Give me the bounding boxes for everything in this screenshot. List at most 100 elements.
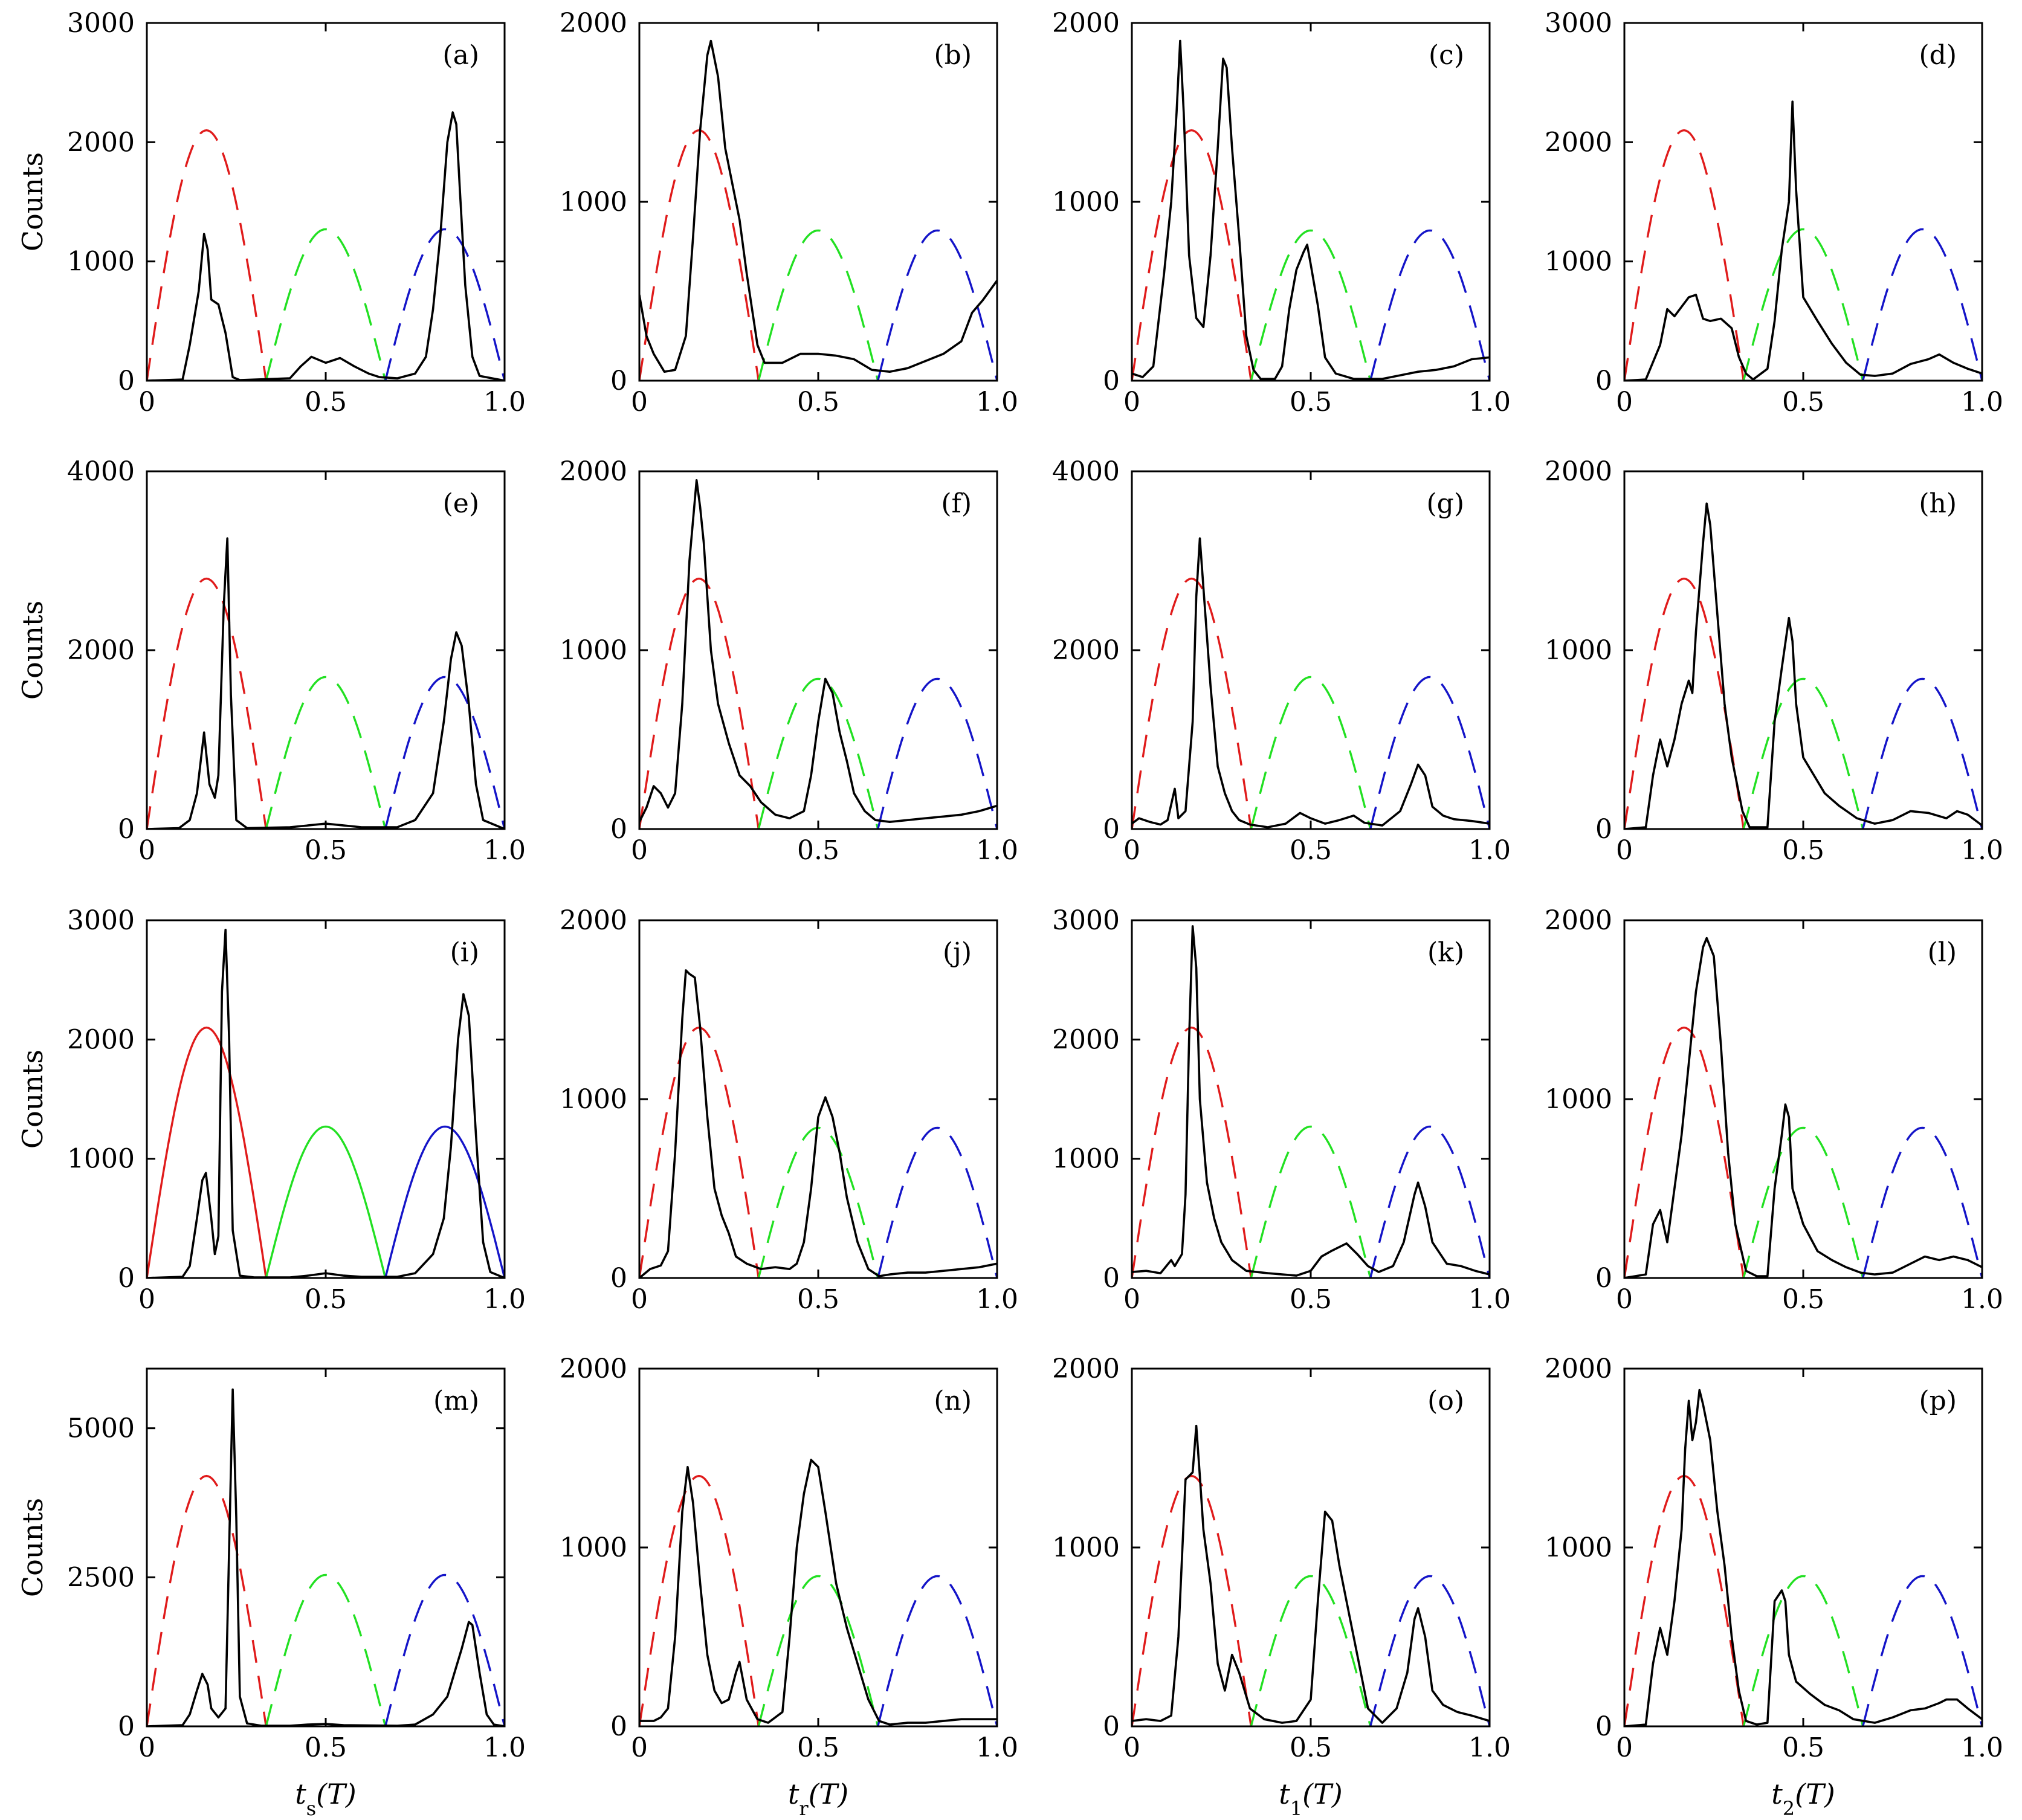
- x-tick-label: 0: [631, 1284, 648, 1315]
- plot-frame: [1623, 1367, 1983, 1728]
- envelope-peak1: [147, 1474, 267, 1726]
- x-tick-label: 0: [1616, 1732, 1633, 1763]
- envelope-peak1: [639, 1474, 760, 1726]
- envelope-peak1: [1132, 1474, 1252, 1726]
- x-tick-label: 0: [138, 1284, 155, 1315]
- y-tick-label: 0: [1103, 814, 1120, 845]
- envelope-peak2: [265, 676, 387, 829]
- y-tick-label: 0: [610, 814, 627, 845]
- panel-h: 0 0.5 1.0 0 1000 2000 (h): [1545, 456, 2003, 866]
- x-tick-label: 0: [631, 1732, 648, 1763]
- envelope-peak2: [757, 229, 879, 381]
- x-tick-label: 1.0: [976, 835, 1018, 866]
- plot-frame: [638, 22, 998, 382]
- y-axis-label: Counts: [16, 601, 49, 700]
- plot-frame: [146, 470, 506, 830]
- measured-curve: [1132, 925, 1490, 1277]
- envelope-peak2: [265, 1125, 387, 1278]
- y-tick-label: 0: [118, 1263, 135, 1294]
- panel-a: 0 0.5 1.0 0 1000 2000 3000 (a) Counts: [16, 8, 526, 418]
- y-tick-label: 1000: [560, 187, 627, 218]
- x-axis-label-suffix: (T): [1795, 1778, 1835, 1810]
- x-axis-label-base: t: [1771, 1778, 1783, 1810]
- panel-label: (l): [1928, 937, 1957, 968]
- plot-frame: [1131, 22, 1491, 382]
- panel-k: 0 0.5 1.0 0 1000 2000 3000 (k): [1052, 905, 1511, 1315]
- x-tick-label: 0: [1123, 1284, 1140, 1315]
- envelope-peak3: [1862, 1575, 1982, 1726]
- measured-curve: [1624, 937, 1982, 1278]
- x-axis-label-base: t: [1279, 1778, 1290, 1810]
- y-tick-label: 1000: [560, 635, 627, 666]
- x-axis-label: ts(T): [295, 1778, 357, 1820]
- panel-d: 0 0.5 1.0 0 1000 2000 3000 (d): [1545, 8, 2003, 418]
- x-tick-label: 0.5: [305, 1284, 347, 1315]
- y-tick-label: 2000: [1545, 905, 1612, 936]
- x-tick-label: 0.5: [1782, 1732, 1824, 1763]
- x-tick-label: 1.0: [1961, 1284, 2003, 1315]
- x-tick-label: 0.5: [1290, 835, 1332, 866]
- x-tick-label: 0.5: [797, 1732, 839, 1763]
- envelope-peak1: [1132, 129, 1252, 381]
- panel-g: 0 0.5 1.0 0 2000 4000 (g): [1052, 456, 1511, 866]
- measured-curve: [147, 537, 505, 829]
- x-tick-label: 0.5: [1782, 835, 1824, 866]
- plot-frame: [1131, 919, 1491, 1279]
- envelope-peak3: [1862, 677, 1982, 829]
- panel-label: (i): [450, 937, 479, 968]
- y-tick-label: 2500: [67, 1562, 135, 1593]
- envelope-peak1: [1624, 577, 1745, 829]
- x-tick-label: 1.0: [1961, 835, 2003, 866]
- envelope-peak2: [1742, 1575, 1864, 1726]
- y-tick-label: 1000: [67, 1144, 135, 1175]
- y-tick-label: 0: [1595, 1263, 1612, 1294]
- plot-frame: [146, 919, 506, 1279]
- measured-curve: [1132, 1424, 1490, 1724]
- x-tick-label: 0.5: [1290, 1284, 1332, 1315]
- measured-curve: [639, 1459, 997, 1726]
- x-tick-label: 0.5: [1290, 1732, 1332, 1763]
- envelope-peak3: [384, 1125, 505, 1278]
- envelope-peak2: [1250, 229, 1372, 381]
- panel-label: (m): [433, 1386, 479, 1416]
- y-tick-label: 2000: [1545, 127, 1612, 158]
- measured-curve: [1624, 1389, 1982, 1726]
- plot-frame: [1623, 22, 1983, 382]
- envelope-peak2: [1250, 676, 1372, 829]
- envelope-peak3: [384, 1573, 505, 1726]
- envelope-peak3: [877, 1126, 997, 1278]
- y-tick-label: 2000: [1545, 456, 1612, 487]
- measured-curve: [1624, 502, 1982, 829]
- y-tick-label: 1000: [1545, 1084, 1612, 1115]
- x-tick-label: 0: [631, 387, 648, 418]
- x-tick-label: 0.5: [797, 387, 839, 418]
- panel-e: 0 0.5 1.0 0 2000 4000 (e) Counts: [16, 456, 526, 866]
- x-tick-label: 1.0: [1468, 835, 1511, 866]
- y-tick-label: 2000: [1052, 1354, 1120, 1384]
- x-axis-label: tr(T): [788, 1778, 848, 1820]
- panel-label: (k): [1427, 937, 1464, 968]
- y-tick-label: 0: [1595, 366, 1612, 396]
- envelope-peak1: [639, 129, 760, 381]
- envelope-peak2: [757, 677, 879, 829]
- y-tick-label: 0: [1595, 1711, 1612, 1742]
- envelope-peak3: [1862, 1126, 1982, 1278]
- x-axis-label-base: t: [295, 1778, 306, 1810]
- x-tick-label: 0.5: [1782, 387, 1824, 418]
- x-tick-label: 0.5: [305, 1732, 347, 1763]
- measured-curve: [1132, 537, 1490, 828]
- panel-label: (f): [941, 488, 972, 519]
- y-tick-label: 1000: [1545, 247, 1612, 277]
- y-tick-label: 4000: [67, 456, 135, 487]
- x-tick-label: 1.0: [1961, 387, 2003, 418]
- panel-i: 0 0.5 1.0 0 1000 2000 3000 (i) Counts: [16, 905, 526, 1315]
- y-axis-label: Counts: [16, 1498, 49, 1597]
- x-tick-label: 1.0: [1468, 387, 1511, 418]
- envelope-peak3: [877, 677, 997, 829]
- y-tick-label: 0: [610, 1711, 627, 1742]
- x-axis-label-sub: 2: [1783, 1797, 1795, 1820]
- envelope-peak2: [1742, 1126, 1864, 1278]
- envelope-peak2: [1250, 1125, 1372, 1278]
- y-axis-label: Counts: [16, 152, 49, 251]
- envelope-peak1: [1624, 1026, 1745, 1278]
